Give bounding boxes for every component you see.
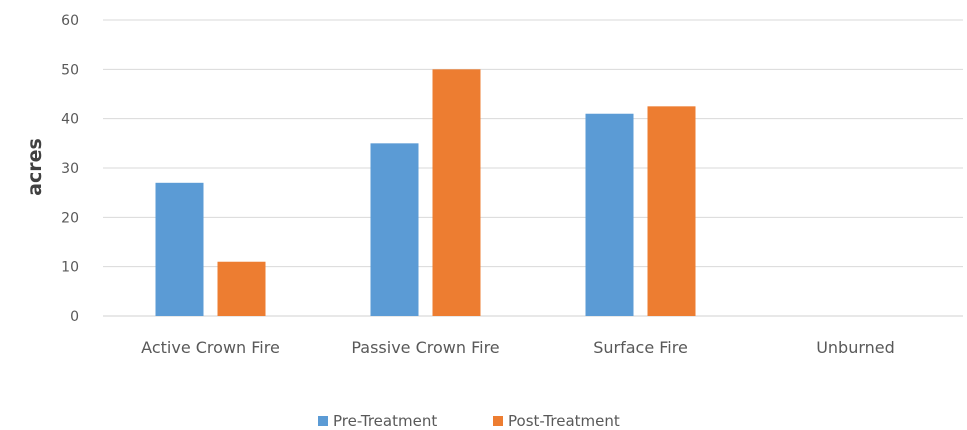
bars xyxy=(155,69,696,316)
legend-swatch-post-treatment xyxy=(493,416,503,426)
x-category-label: Surface Fire xyxy=(593,338,688,357)
bar-pre-treatment-active-crown-fire xyxy=(155,182,204,316)
x-category-label: Passive Crown Fire xyxy=(351,338,499,357)
legend: Pre-Treatment Post-Treatment xyxy=(318,412,620,430)
bar-post-treatment-surface-fire xyxy=(647,106,696,316)
y-tick-label-0: 0 xyxy=(70,309,79,325)
y-tick-label-40: 40 xyxy=(61,112,79,128)
y-tick-label-10: 10 xyxy=(61,260,79,276)
bar-pre-treatment-passive-crown-fire xyxy=(370,143,419,316)
y-axis-ticks: 0 10 20 30 40 50 60 xyxy=(61,13,79,325)
y-tick-label-30: 30 xyxy=(61,161,79,177)
x-category-label: Unburned xyxy=(816,338,895,357)
y-tick-label-60: 60 xyxy=(61,13,79,29)
legend-label-pre-treatment: Pre-Treatment xyxy=(333,412,437,430)
y-tick-label-50: 50 xyxy=(61,62,79,78)
y-tick-label-20: 20 xyxy=(61,210,79,226)
y-axis-title: acres xyxy=(24,138,46,196)
legend-swatch-pre-treatment xyxy=(318,416,328,426)
bar-post-treatment-passive-crown-fire xyxy=(432,69,481,316)
bar-pre-treatment-surface-fire xyxy=(585,113,634,316)
x-axis-categories: Active Crown Fire Passive Crown Fire Surfa… xyxy=(141,338,895,357)
legend-label-post-treatment: Post-Treatment xyxy=(508,412,620,430)
bar-post-treatment-active-crown-fire xyxy=(217,261,266,316)
x-category-label: Active Crown Fire xyxy=(141,338,280,357)
